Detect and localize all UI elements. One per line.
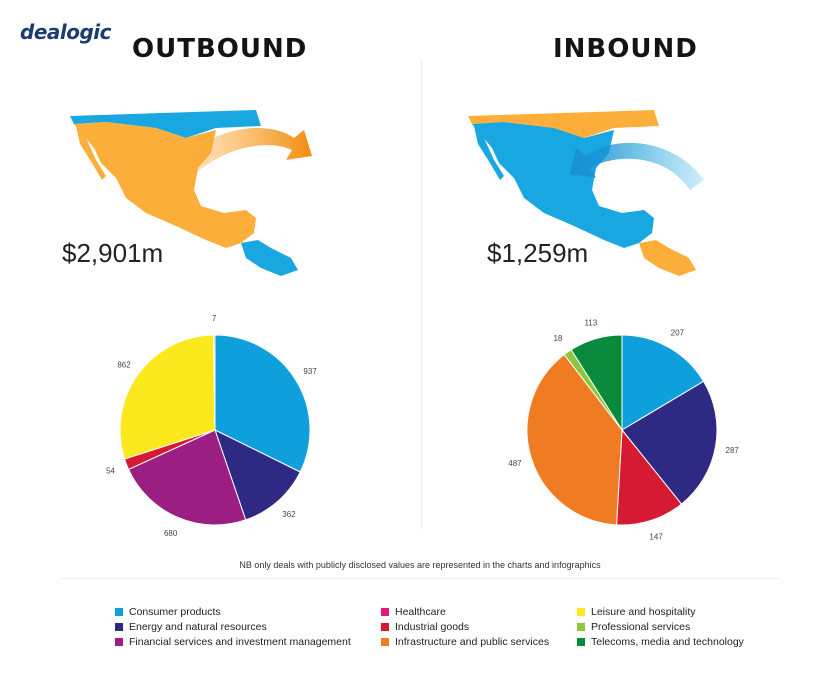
- outbound-slice-consumer-products: [214, 334, 311, 473]
- inbound-title: INBOUND: [553, 34, 698, 64]
- legend-label: Energy and natural resources: [129, 620, 267, 633]
- legend-label: Consumer products: [129, 605, 221, 618]
- inbound-slice-energy-and-natural-resources: [621, 380, 718, 505]
- outbound-title: OUTBOUND: [132, 34, 308, 64]
- outbound-slice-label-industrial-goods: 54: [106, 466, 115, 475]
- legend-item-telecoms-media-and-technology: Telecoms, media and technology: [577, 634, 787, 649]
- inbound-arrow-shape: [570, 142, 704, 190]
- inbound-pie-chart: 207 287 147 487 18 113: [508, 318, 740, 542]
- legend-swatch: [577, 637, 585, 646]
- outbound-pie-chart: 937 362 680 54 862 7: [106, 314, 317, 538]
- outbound-slice-label-leisure-and-hospitality: 862: [117, 361, 131, 370]
- mexico-shape: [472, 122, 654, 248]
- legend-item-healthcare: Healthcare: [381, 604, 577, 619]
- legend-label: Industrial goods: [395, 620, 470, 633]
- legend-swatch: [115, 622, 123, 631]
- legend-label: Infrastructure and public services: [395, 635, 550, 648]
- central-america-shape: [639, 240, 696, 276]
- legend-label: Leisure and hospitality: [591, 605, 696, 618]
- footer-rule: [60, 578, 780, 579]
- footnote: NB only deals with publicly disclosed va…: [239, 560, 601, 570]
- legend-label: Healthcare: [395, 605, 446, 618]
- legend: Consumer products Energy and natural reso…: [115, 604, 815, 649]
- central-america-shape: [241, 240, 298, 276]
- inbound-slice-label-infrastructure-and-public-services: 487: [508, 459, 522, 468]
- baja-peninsula-shape: [76, 126, 106, 180]
- legend-item-infrastructure-and-public-services: Infrastructure and public services: [381, 634, 577, 649]
- legend-item-financial-services-and-investment-management: Financial services and investment manage…: [115, 634, 381, 649]
- legend-swatch: [381, 622, 389, 631]
- panel-divider: [421, 60, 422, 530]
- legend-label: Professional services: [591, 620, 691, 633]
- legend-swatch: [577, 607, 585, 616]
- outbound-slice-leisure-and-hospitality: [119, 334, 216, 460]
- legend-item-industrial-goods: Industrial goods: [381, 619, 577, 634]
- usa-region-shape: [70, 110, 261, 138]
- usa-region-shape: [468, 110, 659, 138]
- legend-item-leisure-and-hospitality: Leisure and hospitality: [577, 604, 787, 619]
- legend-swatch: [115, 607, 123, 616]
- inbound-slice-telecoms-media-and-technology: [570, 334, 623, 432]
- outbound-slice-financial-services-and-investment-management: [127, 429, 247, 526]
- outbound-arrow-shape: [174, 128, 312, 184]
- legend-swatch: [115, 637, 123, 646]
- outbound-slice-label-consumer-products: 937: [303, 367, 317, 376]
- outbound-slice-label-professional-services: 7: [212, 314, 217, 323]
- legend-swatch: [577, 622, 585, 631]
- legend-swatch: [381, 607, 389, 616]
- inbound-slice-infrastructure-and-public-services: [526, 353, 623, 526]
- inbound-slice-label-consumer-products: 207: [671, 329, 685, 338]
- legend-item-energy-and-natural-resources: Energy and natural resources: [115, 619, 381, 634]
- inbound-slice-label-professional-services: 18: [553, 334, 562, 343]
- inbound-map-illustration: [468, 110, 704, 276]
- outbound-slice-energy-and-natural-resources: [214, 429, 301, 521]
- outbound-slice-professional-services: [213, 334, 216, 431]
- inbound-slice-consumer-products: [621, 334, 705, 431]
- outbound-map-illustration: [70, 110, 312, 276]
- outbound-slice-label-financial-services-and-investment-management: 680: [164, 529, 178, 538]
- inbound-slice-industrial-goods: [616, 428, 683, 526]
- dealogic-logo: dealogic: [20, 20, 112, 44]
- legend-label: Telecoms, media and technology: [591, 635, 744, 648]
- legend-label: Financial services and investment manage…: [129, 635, 351, 648]
- outbound-slice-label-energy-and-natural-resources: 362: [282, 510, 296, 519]
- outbound-deal-value: $2,901m: [62, 238, 164, 268]
- legend-swatch: [381, 637, 389, 646]
- baja-peninsula-shape: [474, 126, 504, 180]
- legend-item-consumer-products: Consumer products: [115, 604, 381, 619]
- inbound-deal-value: $1,259m: [487, 238, 589, 268]
- inbound-slice-label-telecoms-media-and-technology: 113: [584, 318, 597, 327]
- legend-item-professional-services: Professional services: [577, 619, 787, 634]
- inbound-slice-label-energy-and-natural-resources: 287: [726, 446, 740, 455]
- inbound-slice-label-industrial-goods: 147: [649, 533, 663, 542]
